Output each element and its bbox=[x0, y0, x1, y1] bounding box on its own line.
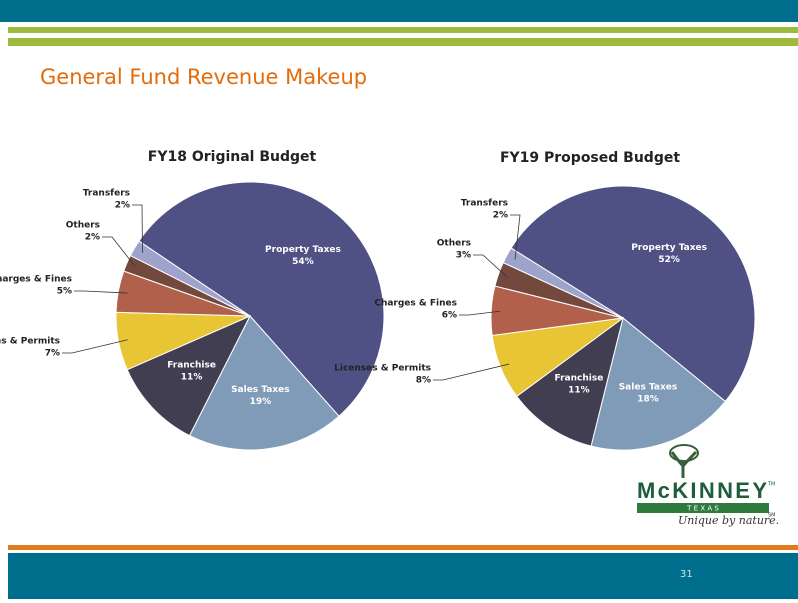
top-stripe bbox=[8, 27, 798, 33]
slice-label: Franchise bbox=[167, 361, 216, 371]
slice-value: 11% bbox=[181, 373, 203, 383]
slice-value: 52% bbox=[658, 255, 680, 265]
slice-label: Licenses & Permits bbox=[0, 337, 60, 347]
leader-line bbox=[132, 204, 143, 253]
leader-line bbox=[102, 236, 136, 268]
logo-tree bbox=[670, 450, 698, 478]
pie-slice bbox=[126, 314, 252, 437]
pie-slice bbox=[138, 181, 385, 417]
logo-tm: TM bbox=[767, 482, 775, 488]
slide-title: General Fund Revenue Makeup bbox=[40, 65, 367, 89]
slice-value: 7% bbox=[45, 349, 60, 359]
pie-slice bbox=[510, 185, 756, 403]
bottom-stripe bbox=[8, 545, 798, 550]
logo: McKINNEY TM T E X A S Unique by nature. … bbox=[637, 444, 779, 527]
logo-name: McKINNEY bbox=[637, 478, 767, 503]
pie-slice bbox=[129, 240, 251, 317]
slice-label: Charges & Fines bbox=[0, 275, 72, 285]
leader-line bbox=[473, 254, 508, 278]
slice-value: 2% bbox=[85, 233, 100, 243]
slice-label: Others bbox=[437, 239, 471, 249]
slice-value: 8% bbox=[416, 376, 431, 386]
page-number: 31 bbox=[680, 569, 693, 580]
slice-label: Transfers bbox=[83, 189, 130, 199]
leader-line bbox=[74, 290, 128, 294]
slice-label: Charges & Fines bbox=[374, 299, 457, 309]
slice-label: Sales Taxes bbox=[619, 383, 678, 393]
pie-slice bbox=[590, 317, 726, 451]
slice-label: Transfers bbox=[461, 199, 508, 209]
pie-slice bbox=[188, 315, 340, 451]
leader-line bbox=[433, 363, 510, 381]
top-band bbox=[0, 0, 798, 22]
leader-line bbox=[459, 310, 501, 316]
slice-label: Franchise bbox=[555, 373, 604, 383]
chart-title: FY18 Original Budget bbox=[148, 149, 317, 165]
slice-value: 11% bbox=[568, 385, 590, 395]
top-stripe bbox=[8, 38, 798, 46]
slice-value: 3% bbox=[456, 251, 471, 261]
logo-band bbox=[637, 503, 769, 513]
logo-canopy bbox=[669, 444, 699, 462]
slice-value: 5% bbox=[57, 287, 72, 297]
pie-slice bbox=[516, 316, 624, 447]
pie-slice bbox=[502, 247, 624, 319]
slice-label: Others bbox=[66, 221, 100, 231]
logo-tagline: Unique by nature. bbox=[678, 514, 779, 527]
slice-value: 2% bbox=[115, 201, 130, 211]
slice-value: 54% bbox=[292, 257, 314, 267]
slice-label: Sales Taxes bbox=[231, 385, 290, 395]
slice-label: Licenses & Permits bbox=[334, 364, 431, 374]
slice-value: 6% bbox=[442, 311, 457, 321]
logo-state: T E X A S bbox=[686, 505, 719, 513]
leader-line bbox=[62, 339, 128, 354]
slice-label: Property Taxes bbox=[631, 243, 707, 253]
slice-value: 18% bbox=[637, 395, 659, 405]
logo-sm: SM bbox=[768, 513, 776, 519]
leader-line bbox=[510, 214, 521, 260]
slice-value: 19% bbox=[250, 397, 272, 407]
slice-label: Property Taxes bbox=[265, 245, 341, 255]
slice-value: 2% bbox=[493, 211, 508, 221]
chart-title: FY19 Proposed Budget bbox=[500, 150, 680, 166]
bottom-band bbox=[8, 553, 798, 599]
